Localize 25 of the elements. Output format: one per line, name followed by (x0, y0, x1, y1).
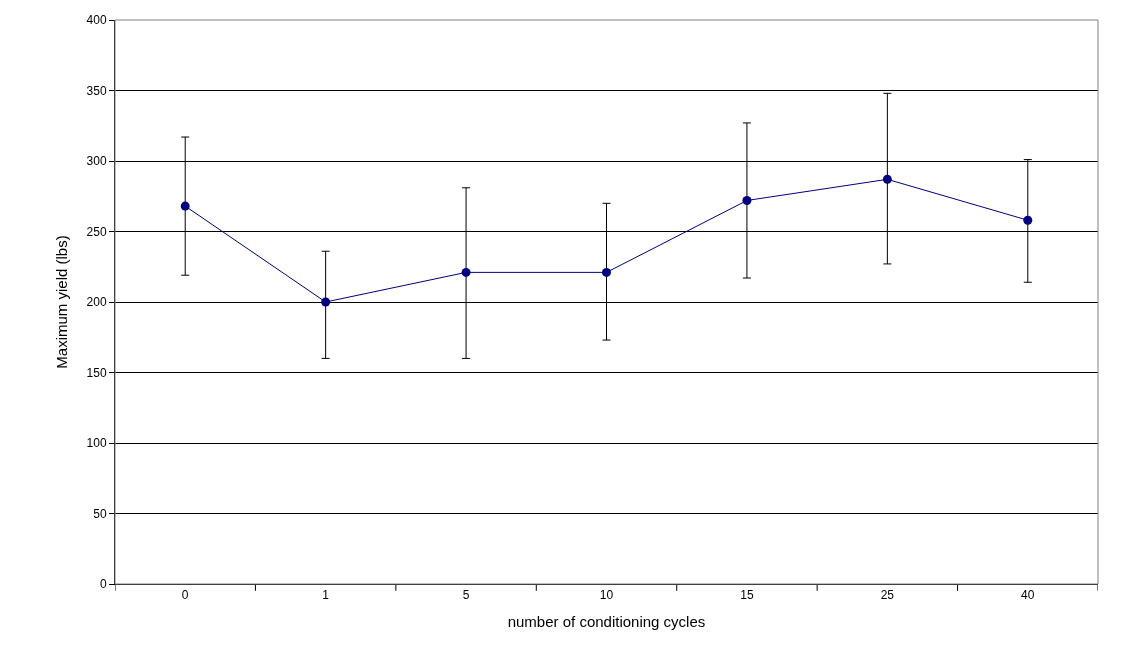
y-tick-label: 0 (99, 577, 107, 592)
x-tick-label: 15 (740, 588, 754, 603)
point (742, 195, 752, 205)
y-tick-label: 50 (93, 506, 107, 521)
x-tick-label: 10 (599, 588, 614, 603)
point (180, 201, 190, 211)
y-tick-label: 100 (86, 436, 107, 451)
x-axis-title: number of conditioning cycles (507, 613, 706, 631)
point (602, 267, 611, 277)
point (882, 174, 892, 184)
x-tick-label: 1 (322, 588, 330, 603)
point (321, 297, 331, 307)
point (461, 267, 471, 277)
y-tick-label: 350 (86, 83, 107, 98)
x-tick-label: 25 (880, 588, 895, 603)
y-axis-title: Maximum yield (lbs) (52, 235, 70, 369)
point (1023, 215, 1033, 225)
y-tick-label: 200 (86, 295, 107, 310)
x-tick-label: 0 (181, 588, 189, 603)
y-tick-label: 400 (86, 13, 107, 28)
x-tick-label: 40 (1021, 588, 1035, 603)
y-tick-label: 300 (86, 154, 107, 169)
y-tick-label: 150 (86, 365, 107, 380)
y-tick-label: 250 (86, 224, 107, 239)
x-tick-label: 5 (462, 588, 470, 603)
